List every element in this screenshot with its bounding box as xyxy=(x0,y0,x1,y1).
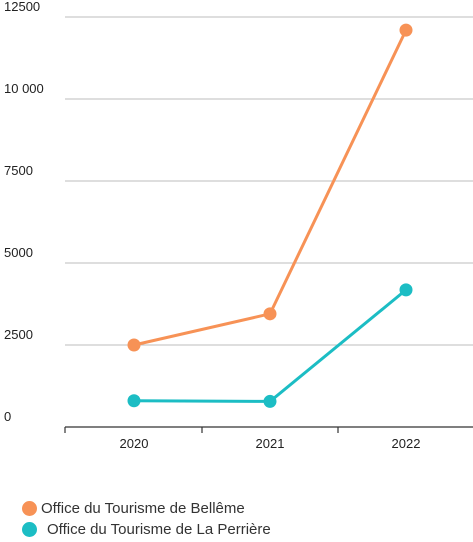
series-line-belleme xyxy=(132,28,408,347)
data-point-belleme xyxy=(399,23,413,37)
gridlines xyxy=(65,16,473,346)
y-tick-label: 10 000 xyxy=(4,81,44,96)
legend-label-belleme: Office du Tourisme de Bellême xyxy=(41,500,245,517)
legend-swatch-belleme xyxy=(22,501,37,516)
data-point-la-perriere xyxy=(127,394,141,408)
legend: Office du Tourisme de Bellême Office du … xyxy=(22,498,271,540)
y-tick-label: 2500 xyxy=(4,327,33,342)
x-tick-label: 2021 xyxy=(256,436,285,451)
x-tick-label: 2020 xyxy=(120,436,149,451)
legend-item-la-perriere[interactable]: Office du Tourisme de La Perrière xyxy=(22,519,271,540)
y-tick-label: 5000 xyxy=(4,245,33,260)
series-line-la-perriere xyxy=(132,288,408,403)
y-tick-label: 0 xyxy=(4,409,11,424)
series-la-perriere xyxy=(127,283,413,408)
data-point-belleme xyxy=(127,338,141,352)
x-axis xyxy=(64,426,473,433)
x-tick-label: 2022 xyxy=(392,436,421,451)
y-tick-label: 7500 xyxy=(4,163,33,178)
legend-swatch-la-perriere xyxy=(22,522,37,537)
series-lines xyxy=(127,23,413,408)
y-tick-label: 12500 xyxy=(4,0,40,14)
series-belleme xyxy=(127,23,413,352)
y-axis-tick-labels: 0 2500 5000 7500 10 000 12500 xyxy=(4,0,44,424)
legend-label-la-perriere: Office du Tourisme de La Perrière xyxy=(47,521,271,538)
data-point-belleme xyxy=(263,307,277,321)
data-point-la-perriere xyxy=(399,283,413,297)
legend-item-belleme[interactable]: Office du Tourisme de Bellême xyxy=(22,498,271,519)
x-axis-tick-labels: 2020 2021 2022 xyxy=(120,436,421,451)
data-point-la-perriere xyxy=(263,394,277,408)
